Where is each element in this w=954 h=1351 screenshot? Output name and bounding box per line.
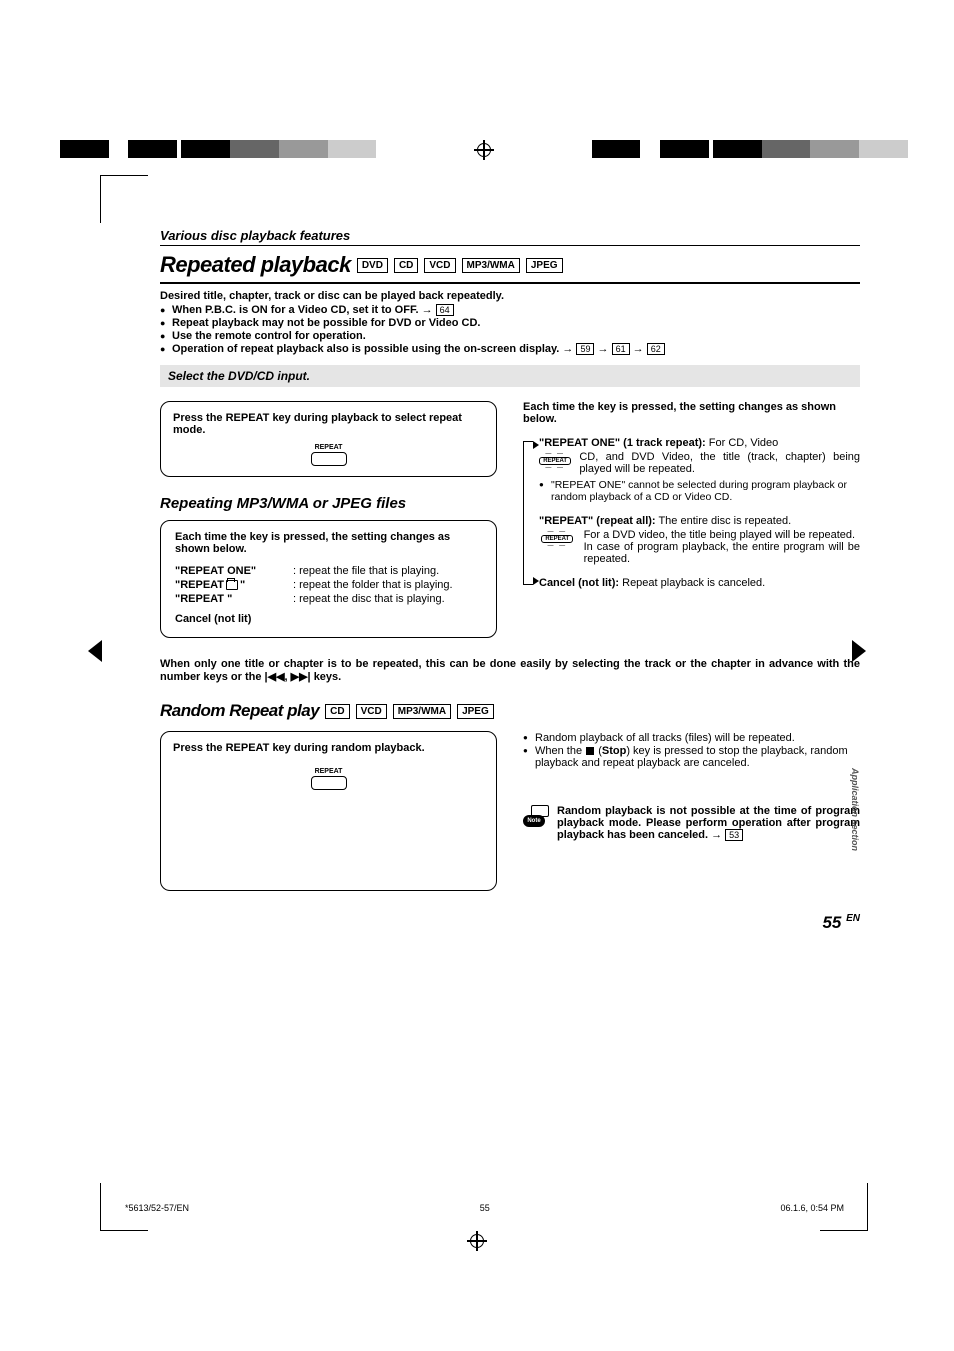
lcd-repeat-icon: — —REPEAT— — — [539, 529, 576, 551]
format-badge: VCD — [356, 704, 387, 719]
def-row: "REPEAT ": repeat the disc that is playi… — [175, 593, 482, 605]
box-lead: Press the REPEAT key during playback to … — [173, 412, 484, 436]
reg-mark-bottom — [467, 1231, 487, 1251]
format-badge: JPEG — [526, 258, 563, 273]
footer-right: 06.1.6, 0:54 PM — [780, 1203, 844, 1213]
format-badge: JPEG — [457, 704, 494, 719]
def-row: Cancel (not lit) — [175, 613, 482, 625]
page-ref: 62 — [647, 343, 665, 355]
title-row: Random Repeat play CD VCD MP3/WMA JPEG — [160, 701, 860, 721]
footer-left: *5613/52-57/EN — [125, 1203, 189, 1213]
def-row: "REPEAT ONE": repeat the file that is pl… — [175, 565, 482, 577]
format-badge: CD — [394, 258, 418, 273]
intro-item: When P.B.C. is ON for a Video CD, set it… — [160, 304, 860, 316]
note-icon: Note — [523, 805, 549, 827]
crop-mark — [100, 175, 148, 223]
footer-mid: 55 — [480, 1203, 490, 1213]
page-number: 55 EN — [822, 913, 860, 933]
format-badge: MP3/WMA — [393, 704, 451, 719]
page-title: Repeated playback — [160, 252, 351, 278]
intro-item: Repeat playback may not be possible for … — [160, 317, 860, 329]
cancel-row: Cancel (not lit): Repeat playback is can… — [539, 577, 860, 589]
format-badge: MP3/WMA — [462, 258, 520, 273]
format-badge: CD — [325, 704, 349, 719]
intro-item: Use the remote control for operation. — [160, 330, 860, 342]
intro-lead: Desired title, chapter, track or disc ca… — [160, 290, 860, 302]
right-lead: Each time the key is pressed, the settin… — [523, 401, 860, 425]
wide-note: When only one title or chapter is to be … — [160, 658, 860, 683]
intro-item: Operation of repeat playback also is pos… — [160, 343, 860, 355]
intro-block: Desired title, chapter, track or disc ca… — [160, 290, 860, 355]
repeat-button-icon: REPEAT — [306, 768, 352, 790]
format-badge: DVD — [357, 258, 388, 273]
stop-icon — [586, 747, 594, 755]
mode-list: "REPEAT ONE" (1 track repeat): For CD, V… — [523, 437, 860, 589]
section-label: Various disc playback features — [160, 228, 860, 246]
sub-note: "REPEAT ONE" cannot be selected during p… — [539, 479, 860, 503]
lcd-repeat-icon: — —REPEAT— — — [539, 451, 571, 473]
note-block: Note Random playback is not possible at … — [523, 805, 860, 841]
instruction-box: Press the REPEAT key during random playb… — [160, 731, 497, 891]
format-badge: VCD — [424, 258, 455, 273]
note-text: Random playback is not possible at the t… — [557, 805, 860, 841]
print-marks-top — [0, 140, 954, 162]
side-tab: Application section — [850, 768, 860, 851]
mode-block: "REPEAT" (repeat all): The entire disc i… — [539, 515, 860, 565]
reg-arrow-left — [88, 640, 102, 662]
page-ref: 59 — [576, 343, 594, 355]
bullet-item: Random playback of all tracks (files) wi… — [523, 732, 860, 744]
repeat-button-icon: REPEAT — [306, 444, 352, 466]
box-lead: Press the REPEAT key during random playb… — [173, 742, 484, 754]
box-lead: Each time the key is pressed, the settin… — [175, 531, 482, 555]
subsection-title: Random Repeat play — [160, 701, 319, 721]
step-bar: Select the DVD/CD input. — [160, 365, 860, 387]
page-ref: 61 — [612, 343, 630, 355]
folder-icon — [226, 580, 238, 590]
page-ref: 64 — [436, 304, 454, 316]
bullet-list: Random playback of all tracks (files) wi… — [523, 732, 860, 769]
subsection-title: Repeating MP3/WMA or JPEG files — [160, 495, 497, 512]
footer: *5613/52-57/EN 55 06.1.6, 0:54 PM — [125, 1203, 844, 1213]
mode-block: "REPEAT ONE" (1 track repeat): For CD, V… — [539, 437, 860, 503]
bullet-item: When the (Stop) key is pressed to stop t… — [523, 745, 860, 769]
instruction-box: Press the REPEAT key during playback to … — [160, 401, 497, 477]
mp3-box: Each time the key is pressed, the settin… — [160, 520, 497, 638]
def-row: "REPEAT " : repeat the folder that is pl… — [175, 579, 482, 591]
page-ref: 53 — [725, 829, 743, 841]
title-row: Repeated playback DVD CD VCD MP3/WMA JPE… — [160, 252, 860, 284]
